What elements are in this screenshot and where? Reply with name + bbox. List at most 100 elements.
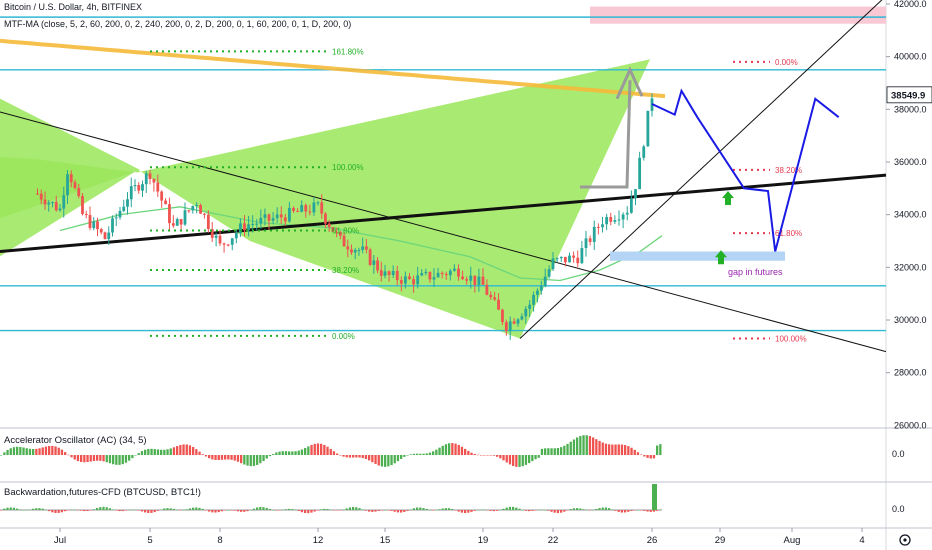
oscillator-bar (140, 451, 144, 455)
backwardation-spike (652, 484, 657, 510)
backwardation-bar (406, 510, 409, 511)
candle-body (469, 275, 473, 281)
backwardation-bar (275, 510, 278, 511)
candle-body (461, 276, 464, 280)
candle-body (520, 316, 524, 320)
candle-body (539, 286, 543, 291)
oscillator-bar (48, 445, 51, 455)
backwardation-bar (60, 510, 63, 513)
backwardation-bar (201, 508, 204, 510)
oscillator-bar (70, 455, 73, 458)
backwardation-bar (569, 509, 572, 510)
oscillator-bar (185, 444, 188, 455)
fib-right-label-3: 100.00% (775, 334, 807, 343)
oscillator-bar (620, 444, 624, 455)
oscillator-bar (153, 449, 156, 455)
backwardation-bar (550, 510, 553, 512)
backwardation-bar (307, 510, 310, 514)
backwardation-bar (185, 509, 188, 510)
time-tick-label: 15 (380, 535, 391, 546)
backwardation-bar (76, 510, 79, 511)
oscillator-bar (448, 443, 451, 455)
oscillator-bar (361, 455, 364, 459)
price-tick-label: 42000.0 (894, 0, 927, 9)
oscillator-bar (102, 455, 105, 462)
oscillator-bar (195, 449, 198, 455)
candle-body (51, 202, 54, 204)
candle-body (187, 210, 191, 212)
backwardation-bar (592, 509, 595, 511)
oscillator-bar (588, 436, 592, 455)
time-tick-label: 19 (478, 535, 489, 546)
candle-body (247, 224, 250, 231)
backwardation-bar (99, 507, 102, 510)
oscillator-bar (83, 455, 86, 463)
oscillator-bar (284, 451, 288, 455)
backwardation-bar (246, 510, 249, 512)
candle-body (368, 249, 372, 265)
backwardation-bar (16, 508, 19, 510)
oscillator-bar (134, 455, 137, 456)
oscillator-bar (144, 449, 147, 455)
backwardation-bar (566, 510, 569, 511)
price-tick-label: 40000.0 (894, 52, 927, 62)
candle-body (395, 270, 399, 281)
time-tick-label: 22 (548, 535, 559, 546)
oscillator-bar (249, 455, 252, 467)
oscillator-bar (67, 454, 70, 456)
backwardation-bar (604, 507, 607, 510)
candle-body (275, 214, 279, 219)
backwardation-bar (73, 509, 76, 511)
oscillator-bar (377, 455, 380, 466)
backwardation-bar (278, 510, 281, 511)
backwardation-bar (454, 510, 457, 511)
backwardation-bar (268, 509, 271, 510)
price-tick-label: 28000.0 (894, 368, 927, 378)
oscillator-bar (499, 455, 502, 459)
candle-body (292, 207, 295, 212)
oscillator-bar (374, 455, 377, 464)
backwardation-bar (534, 510, 537, 511)
candle-body (66, 174, 69, 196)
candle-body (528, 304, 532, 309)
oscillator-bar (246, 455, 249, 466)
candle-body (129, 186, 133, 200)
backwardation-bar (118, 510, 121, 512)
backwardation-bar (428, 509, 431, 511)
oscillator-bar (572, 439, 576, 455)
oscillator-bar (12, 447, 16, 455)
backwardation-bar (134, 509, 137, 511)
candle-body (543, 276, 547, 287)
oscillator-bar (412, 453, 416, 455)
backwardation-bar (140, 510, 143, 512)
oscillator-bar (256, 455, 259, 465)
backwardation-bar (640, 510, 643, 511)
backwardation-bar (121, 510, 124, 512)
backwardation-bar (409, 509, 412, 510)
backwardation-bar (537, 509, 540, 511)
backwardation-bar (518, 508, 521, 510)
candle-body (111, 218, 114, 233)
oscillator-bar (566, 443, 569, 455)
oscillator-bar (659, 444, 662, 455)
fib-right-label-0: 0.00% (775, 58, 798, 67)
price-tick-label: 32000.0 (894, 262, 927, 272)
gear-icon[interactable] (899, 534, 911, 546)
oscillator-bar (352, 455, 355, 458)
oscillator-bar (336, 453, 339, 455)
fib-left-label-3: 38.20% (332, 266, 359, 275)
oscillator-bar (355, 455, 358, 458)
backwardation-bar (214, 510, 217, 513)
oscillator-bar (44, 446, 48, 455)
backwardation-bar (390, 510, 393, 511)
time-tick-label: 8 (217, 535, 222, 546)
backwardation-bar (515, 507, 518, 510)
candle-body (107, 232, 111, 240)
oscillator-bar (492, 455, 496, 456)
fib-right-label-1: 38.20% (775, 166, 802, 175)
oscillator-bar (99, 455, 102, 461)
backwardation-bar (227, 509, 230, 511)
backwardation-bar (198, 507, 201, 510)
candle-body (118, 210, 122, 218)
